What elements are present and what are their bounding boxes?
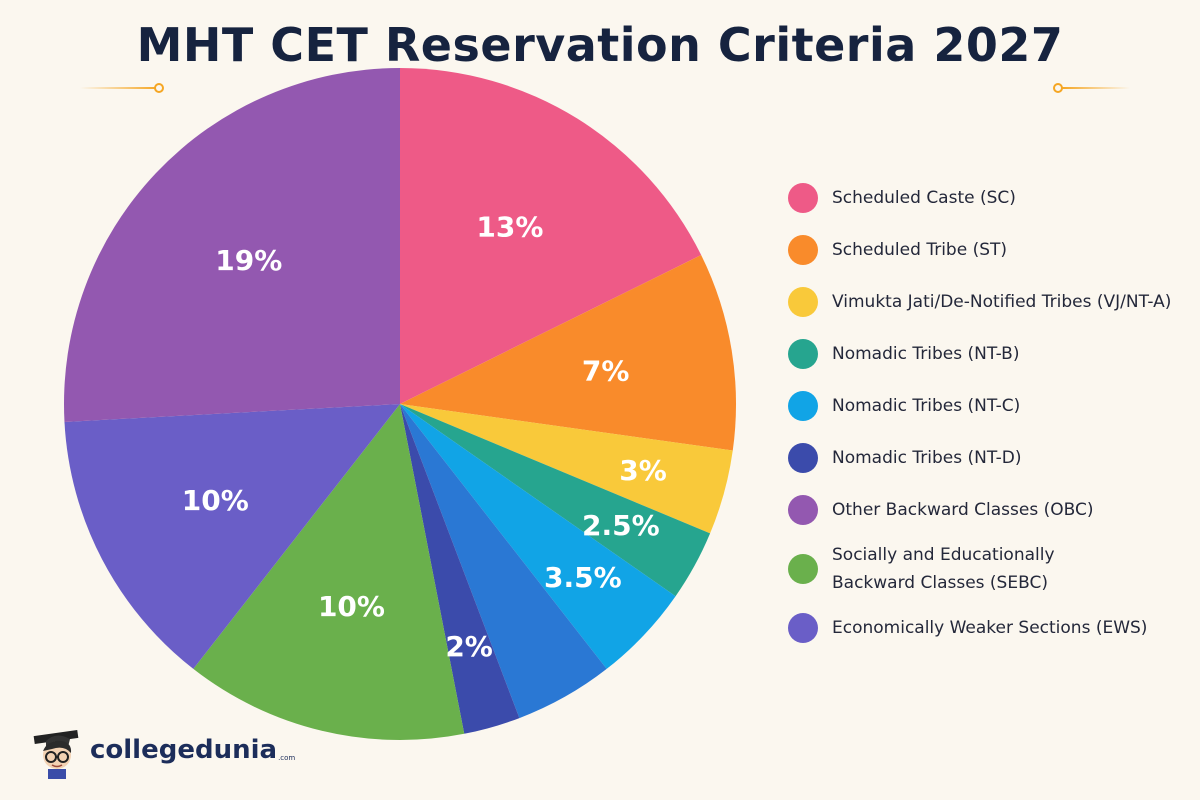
legend-label: Socially and Educationally Backward Clas… [832, 545, 1055, 593]
legend-swatch [788, 235, 818, 265]
legend-item: Scheduled Tribe (ST) [788, 224, 1188, 276]
slice-label-4: 3.5% [544, 561, 622, 594]
brand-suffix: .com [278, 754, 296, 762]
legend-swatch [788, 183, 818, 213]
pie-slice-7 [193, 404, 465, 740]
legend-swatch [788, 554, 818, 584]
pie-slice-3 [400, 404, 711, 597]
legend-label: Nomadic Tribes (NT-C) [832, 396, 1021, 416]
title-decoration-left [80, 87, 158, 89]
legend-item: Economically Weaker Sections (EWS) [788, 602, 1188, 654]
slice-label-1: 7% [582, 354, 630, 387]
brand-name: collegedunia [90, 735, 278, 765]
slice-label-3: 2.5% [582, 509, 660, 542]
legend-item: Socially and Educationally Backward Clas… [788, 536, 1188, 602]
legend-swatch [788, 391, 818, 421]
slice-label-0: 13% [476, 211, 543, 244]
chart-title: MHT CET Reservation Criteria 2027 [136, 18, 1064, 72]
chart-legend: Scheduled Caste (SC) Scheduled Tribe (ST)… [788, 172, 1188, 654]
legend-label: Economically Weaker Sections (EWS) [832, 618, 1148, 638]
title-decoration-right [1062, 87, 1130, 89]
slice-label-7: 10% [318, 590, 385, 623]
pie-slice-5 [400, 404, 607, 719]
legend-swatch [788, 495, 818, 525]
slice-label-9: 19% [215, 244, 282, 277]
legend-label: Nomadic Tribes (NT-D) [832, 448, 1022, 468]
pie-slice-6 [400, 404, 520, 734]
legend-item: Nomadic Tribes (NT-C) [788, 380, 1188, 432]
legend-label: Vimukta Jati/De-Notified Tribes (VJ/NT-A… [832, 292, 1172, 312]
legend-item: Scheduled Caste (SC) [788, 172, 1188, 224]
slice-label-2: 3% [619, 454, 667, 487]
pie-slice-0 [400, 68, 702, 404]
pie-slice-4 [400, 404, 676, 669]
legend-item: Other Backward Classes (OBC) [788, 484, 1188, 536]
legend-swatch [788, 287, 818, 317]
legend-swatch [788, 613, 818, 643]
brand-logo: collegedunia .com [28, 718, 295, 782]
slice-label-8: 10% [182, 484, 249, 517]
legend-item: Nomadic Tribes (NT-B) [788, 328, 1188, 380]
legend-item: Vimukta Jati/De-Notified Tribes (VJ/NT-A… [788, 276, 1188, 328]
legend-swatch [788, 443, 818, 473]
mascot-icon [33, 729, 79, 779]
legend-label: Scheduled Caste (SC) [832, 188, 1016, 208]
pie-slice-2 [400, 404, 733, 534]
legend-label: Nomadic Tribes (NT-B) [832, 344, 1020, 364]
title-decoration-dot-left [154, 83, 164, 93]
legend-swatch [788, 339, 818, 369]
legend-label: Scheduled Tribe (ST) [832, 240, 1008, 260]
slice-label-6: 2% [445, 630, 493, 663]
pie-slice-9 [63, 68, 400, 422]
legend-item: Nomadic Tribes (NT-D) [788, 432, 1188, 484]
pie-slice-1 [400, 254, 736, 451]
legend-label: Other Backward Classes (OBC) [832, 500, 1094, 520]
pie-slice-8 [64, 404, 400, 669]
